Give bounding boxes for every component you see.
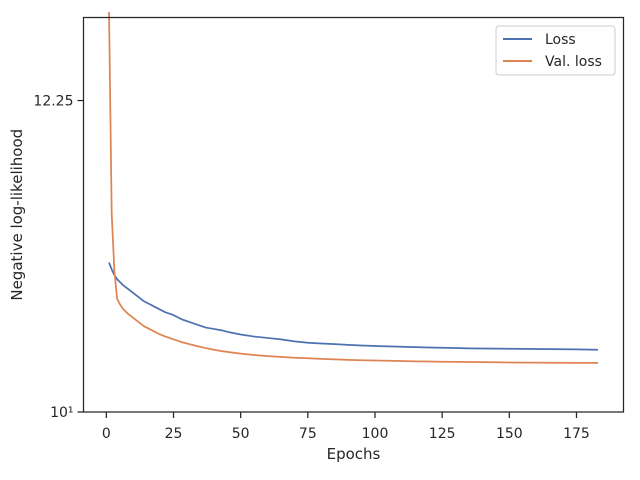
series-layer — [108, 11, 598, 364]
x-tick-label: 100 — [362, 426, 389, 442]
x-tick-label: 50 — [232, 426, 250, 442]
legend-label-loss: Loss — [545, 32, 576, 48]
series-line-loss — [108, 262, 598, 351]
x-tick-label: 25 — [165, 426, 183, 442]
y-tick-label: 12.25 — [33, 94, 73, 110]
y-tick-label: 10¹ — [50, 405, 73, 421]
x-tick-label: 150 — [496, 426, 523, 442]
x-tick-label: 75 — [299, 426, 317, 442]
y-axis-label: Negative log-likelihood — [8, 129, 26, 301]
ticks-layer: 0 25 50 75 100 125 150 175 10¹ 12.25 — [33, 94, 589, 442]
plot-area-background — [83, 17, 624, 412]
legend-label-val-loss: Val. loss — [545, 54, 602, 70]
plot-frame — [82, 16, 625, 413]
x-tick-label: 175 — [563, 426, 590, 442]
x-tick-label: 0 — [102, 426, 111, 442]
series-line-val-loss — [108, 11, 598, 364]
x-axis-label: Epochs — [327, 445, 381, 463]
legend: Loss Val. loss — [495, 25, 616, 76]
x-tick-label: 125 — [429, 426, 456, 442]
